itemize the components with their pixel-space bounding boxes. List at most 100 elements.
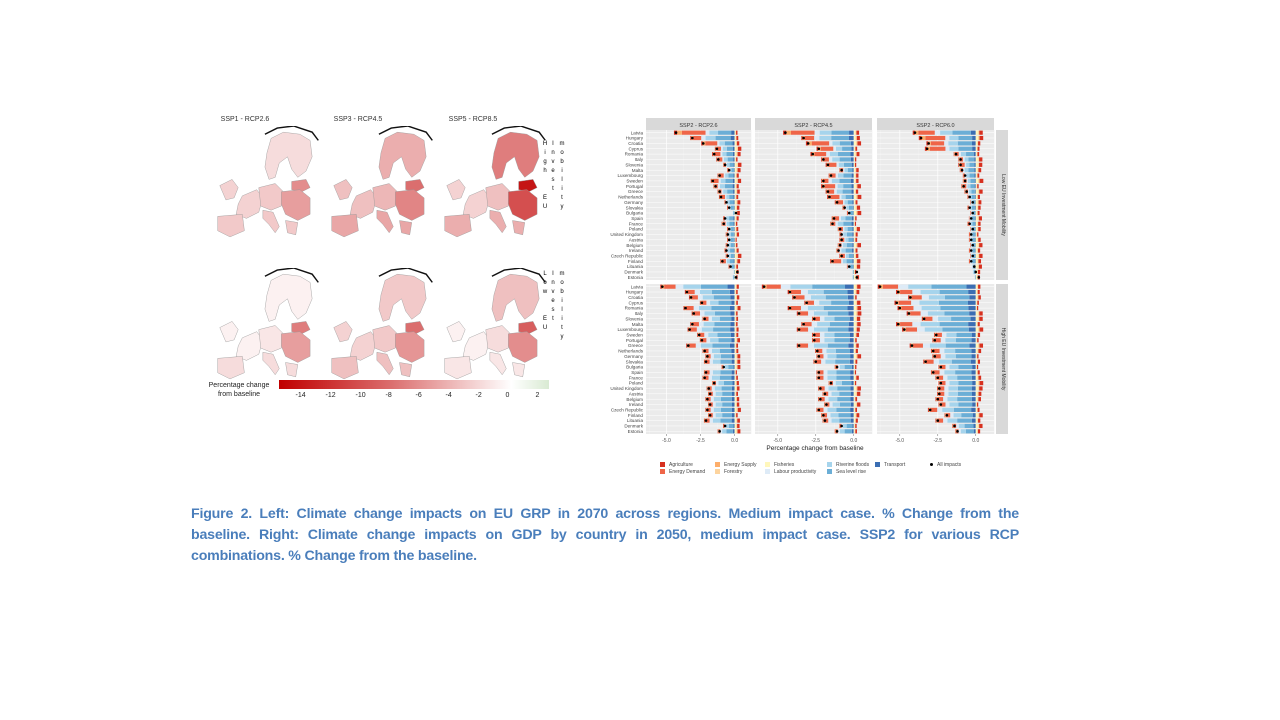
bar-segment-energy-demand [967, 194, 969, 200]
bar-segment-sea-level-rise [945, 343, 970, 348]
bar-segment-agriculture [683, 306, 685, 311]
bar-segment-sea-level-rise [714, 322, 731, 327]
bar-segment-labour-productivity [701, 135, 706, 141]
bar-segment-energy-demand [705, 370, 710, 375]
bar-segment-riverine-floods [920, 289, 940, 295]
coastline-norway [264, 268, 319, 283]
bar-segment-forestry [736, 152, 738, 157]
bar-segment-riverine-floods [709, 130, 719, 135]
bar-segment-agriculture [811, 332, 813, 337]
bar-segment-sea-level-rise [713, 295, 731, 300]
y-category-label: Cyprus [628, 146, 643, 151]
bar-segment-riverine-floods [819, 130, 832, 135]
bar-segment-agriculture [978, 391, 982, 396]
bar-segment-agriculture [856, 253, 859, 258]
bar-segment-sea-level-rise [834, 332, 850, 337]
y-category-label: Czech Republic [611, 253, 644, 258]
bar-segment-fisheries [853, 227, 856, 232]
bar-segment-transport [730, 322, 735, 327]
bar-segment-energy-demand [969, 259, 971, 264]
bar-segment-energy-demand [824, 184, 836, 189]
bar-segment-agriculture [937, 386, 938, 391]
bar-segment-sea-level-rise [720, 370, 732, 375]
bar-segment-riverine-floods [830, 413, 839, 418]
bar-segment-agriculture [977, 173, 980, 178]
bar-segment-transport [851, 429, 854, 434]
bar-segment-sea-level-rise [718, 338, 732, 343]
bar-segment-energy-demand [766, 284, 781, 289]
bar-segment-agriculture [935, 418, 937, 423]
all-impacts-point [971, 201, 975, 204]
y-category-label: Slovenia [625, 316, 643, 321]
bar-segment-riverine-floods [814, 343, 828, 348]
x-tick-label: 0.0 [972, 438, 979, 444]
bar-segment-riverine-floods [948, 141, 958, 146]
bar-segment-labour-productivity [712, 413, 716, 418]
bar-segment-labour-productivity [833, 146, 836, 151]
bar-segment-fisheries [734, 402, 737, 407]
bar-segment-energy-demand [790, 306, 801, 311]
bar-segment-riverine-floods [837, 173, 844, 178]
bar-segment-fisheries [734, 221, 736, 226]
bar-segment-energy-demand [937, 418, 944, 423]
bar-segment-transport [973, 152, 976, 157]
bar-segment-forestry [977, 162, 980, 167]
bar-segment-riverine-floods [945, 354, 956, 359]
bar-segment-fisheries [853, 162, 855, 167]
legend-label: Agriculture [669, 462, 693, 468]
bar-segment-forestry [855, 327, 857, 332]
bar-segment-agriculture [856, 375, 859, 380]
all-impacts-point [788, 306, 792, 310]
bar-segment-energy-demand [687, 289, 695, 295]
bar-segment-agriculture [856, 289, 860, 295]
bar-segment-sea-level-rise [724, 141, 733, 146]
all-impacts-point [704, 419, 708, 422]
bar-segment-agriculture [897, 306, 900, 311]
bar-segment-fisheries [975, 173, 977, 178]
bar-segment-sea-level-rise [827, 343, 849, 348]
x-tick-label: -5.0 [662, 438, 671, 444]
bar-segment-riverine-floods [837, 184, 844, 189]
bar-segment-agriculture [857, 210, 862, 216]
bar-segment-energy-demand [813, 338, 820, 343]
bar-segment-agriculture [979, 162, 983, 167]
bar-segment-agriculture [937, 391, 938, 396]
bar-segment-labour-productivity [712, 391, 716, 396]
bar-segment-agriculture [810, 152, 813, 157]
bar-segment-transport [969, 311, 976, 316]
bar-segment-transport [733, 200, 735, 205]
bar-segment-forestry [977, 316, 980, 321]
coastline-norway [264, 126, 319, 141]
bar-segment-transport [975, 210, 976, 216]
bar-segment-labour-productivity [958, 152, 961, 157]
region-baltic [405, 179, 425, 192]
y-category-label: Germany [624, 200, 644, 205]
bar-segment-forestry [735, 343, 737, 348]
bar-segment-labour-productivity [823, 375, 828, 380]
bar-segment-sea-level-rise [973, 210, 976, 216]
bar-segment-agriculture [736, 295, 740, 300]
bar-segment-forestry [854, 397, 856, 402]
bar-segment-sea-level-rise [852, 275, 854, 280]
region-south [217, 351, 299, 380]
bar-segment-transport [733, 189, 735, 194]
bar-segment-agriculture [977, 332, 981, 337]
bar-segment-forestry [735, 194, 737, 200]
all-impacts-point [969, 249, 973, 252]
bar-segment-forestry [735, 135, 737, 141]
all-impacts-point [701, 142, 705, 145]
all-impacts-point [805, 301, 808, 305]
bar-segment-forestry [977, 194, 978, 200]
bar-segment-energy-supply [958, 157, 960, 162]
bar-segment-fisheries [975, 322, 977, 327]
y-category-label: Estonia [628, 429, 644, 434]
bar-segment-sea-level-rise [846, 423, 853, 429]
all-impacts-point [939, 403, 943, 406]
all-impacts-point [822, 184, 825, 188]
bar-segment-agriculture [839, 253, 840, 258]
bar-segment-fisheries [734, 232, 736, 237]
all-impacts-point [840, 424, 843, 428]
bar-segment-fisheries [734, 295, 737, 300]
bar-segment-fisheries [734, 322, 736, 327]
bar-segment-forestry [736, 306, 738, 311]
